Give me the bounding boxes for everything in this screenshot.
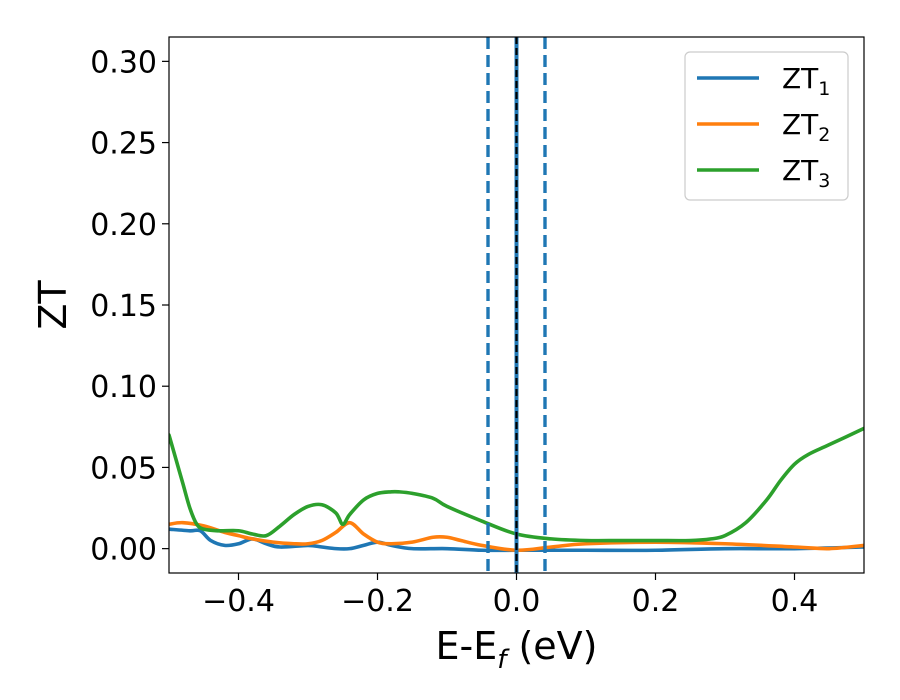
y-tick-label: 0.15 [90, 289, 157, 324]
x-tick-label: 0.4 [771, 584, 819, 619]
legend-label-zt1: ZT1 [782, 62, 830, 100]
reference-lines [486, 37, 547, 573]
series-line-zt3 [169, 426, 864, 543]
y-tick-label: 0.25 [90, 127, 157, 162]
x-axis-title: E-Ef (eV) [436, 624, 598, 675]
y-axis-title: ZT [31, 280, 75, 330]
x-axis-title-unit: (eV) [506, 624, 597, 668]
legend-label-zt3: ZT3 [782, 154, 830, 192]
legend-box [684, 51, 849, 201]
series-line-zt1 [169, 527, 864, 553]
y-tick-label: 0.30 [90, 45, 157, 80]
x-axis-title-main: E-E [436, 624, 498, 668]
y-axis-ticks: 0.00 0.05 0.10 0.15 0.20 0.25 0.30 [90, 45, 169, 568]
y-tick-label: 0.05 [90, 451, 157, 486]
y-tick-label: 0.00 [90, 533, 157, 568]
x-tick-label: −0.2 [341, 584, 414, 619]
x-tick-label: 0.0 [493, 584, 541, 619]
y-tick-label: 0.10 [90, 370, 157, 405]
legend: ZT1 ZT2 ZT3 [684, 51, 849, 201]
x-axis-ticks: −0.4 −0.2 0.0 0.2 0.4 [202, 573, 818, 619]
legend-label-zt2: ZT2 [782, 108, 830, 146]
x-tick-label: −0.4 [202, 584, 275, 619]
x-tick-label: 0.2 [632, 584, 680, 619]
y-tick-label: 0.20 [90, 208, 157, 243]
series-layer [169, 426, 864, 553]
